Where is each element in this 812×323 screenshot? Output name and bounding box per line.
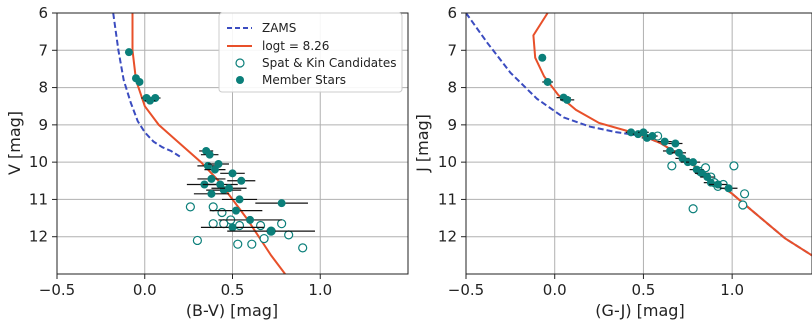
- y-tick-label: 12: [438, 228, 457, 246]
- candidate-point: [667, 161, 677, 171]
- ticks-left: −0.5 0.0 0.5 1.0 6 7 8 9 10 11 12: [29, 4, 332, 299]
- x-axis-label-right: (G-J) [mag]: [595, 301, 684, 320]
- y-tick-label: 8: [38, 79, 48, 97]
- x-tick-label: 0.0: [543, 281, 567, 299]
- candidate-point: [259, 233, 269, 244]
- member-point: [237, 176, 246, 185]
- y-tick-label: 7: [38, 41, 48, 59]
- candidate-point: [234, 220, 245, 231]
- legend-isochrone-label: logt = 8.26: [262, 39, 329, 53]
- member-point: [706, 178, 715, 187]
- candidate-point: [208, 219, 218, 229]
- legend-candidates-label: Spat & Kin Candidates: [262, 56, 397, 70]
- plot-frame-right: [465, 12, 812, 275]
- candidate-point: [192, 235, 202, 246]
- member-point: [267, 227, 276, 236]
- legend-members-label: Member Stars: [262, 73, 346, 87]
- member-point: [135, 77, 144, 86]
- y-tick-label: 10: [29, 153, 48, 171]
- points-right: [538, 53, 750, 214]
- candidate-point: [185, 202, 195, 212]
- candidate-point: [277, 219, 287, 229]
- candidate-point: [255, 220, 266, 231]
- member-point: [228, 169, 237, 178]
- x-tick-label: 1.0: [308, 281, 332, 299]
- member-point: [666, 146, 675, 155]
- x-tick-label: −0.5: [39, 281, 75, 299]
- member-point: [660, 137, 669, 146]
- member-point: [671, 139, 680, 148]
- member-point: [224, 184, 233, 193]
- y-tick-label: 6: [447, 4, 457, 22]
- member-point: [648, 132, 657, 141]
- points-left: [124, 48, 315, 253]
- panel-right: −0.5 0.0 0.5 1.0 6 7 8 9 10 11 12 (G-J) [mag] J [m…: [413, 4, 812, 320]
- plot-area-right: [466, 13, 812, 274]
- candidate-point: [729, 161, 739, 171]
- candidate-point: [217, 207, 227, 218]
- y-tick-label: 6: [38, 4, 48, 22]
- legend-box: [218, 12, 403, 93]
- panel-left: −0.5 0.0 0.5 1.0 6 7 8 9 10 11 12 (B-V) [mag] V [m…: [5, 4, 409, 320]
- x-axis-label-left: (B-V) [mag]: [186, 301, 278, 320]
- legend-members-swatch: [236, 76, 244, 84]
- member-point: [203, 161, 212, 170]
- candidate-point: [284, 230, 294, 240]
- candidate-point: [298, 243, 308, 253]
- member-point: [724, 184, 733, 193]
- x-tick-label: 0.5: [632, 281, 656, 299]
- legend-candidates-swatch: [235, 58, 245, 68]
- member-point: [232, 206, 241, 215]
- member-point: [277, 199, 286, 208]
- member-point: [124, 48, 133, 57]
- member-point: [713, 180, 722, 189]
- candidate-point: [247, 239, 257, 249]
- y-tick-label: 11: [438, 190, 457, 208]
- legend-zams-label: ZAMS: [262, 21, 296, 35]
- y-tick-label: 8: [447, 79, 457, 97]
- member-point: [207, 174, 216, 183]
- zams-curve: [112, 13, 181, 158]
- y-tick-label: 9: [447, 116, 457, 134]
- x-tick-label: 0.0: [133, 281, 157, 299]
- candidate-point: [688, 204, 698, 214]
- member-point: [689, 158, 698, 167]
- member-point: [146, 96, 155, 105]
- y-tick-label: 7: [447, 41, 457, 59]
- y-tick-label: 11: [29, 190, 48, 208]
- candidate-point: [208, 202, 218, 212]
- y-tick-label: 10: [438, 153, 457, 171]
- member-point: [205, 150, 214, 159]
- member-point: [538, 53, 547, 62]
- x-tick-label: −0.5: [448, 281, 484, 299]
- y-tick-label: 12: [29, 228, 48, 246]
- member-point: [228, 223, 237, 232]
- y-axis-label-left: V [mag]: [5, 111, 24, 175]
- y-axis-label-right: J [mag]: [413, 114, 432, 173]
- x-tick-label: 0.5: [221, 281, 245, 299]
- member-point: [214, 160, 223, 169]
- member-point: [235, 195, 244, 204]
- member-point: [246, 215, 255, 224]
- member-point: [207, 189, 216, 198]
- candidate-point: [738, 200, 748, 210]
- candidate-point: [233, 239, 243, 249]
- candidate-point: [739, 189, 750, 199]
- legend: ZAMS logt = 8.26 Spat & Kin Candidates M…: [218, 12, 403, 93]
- member-point: [543, 77, 552, 86]
- ticks-right: −0.5 0.0 0.5 1.0 6 7 8 9 10 11 12: [438, 4, 744, 299]
- y-tick-label: 9: [38, 116, 48, 134]
- member-point: [627, 128, 636, 137]
- member-point: [563, 95, 572, 104]
- x-tick-label: 1.0: [720, 281, 744, 299]
